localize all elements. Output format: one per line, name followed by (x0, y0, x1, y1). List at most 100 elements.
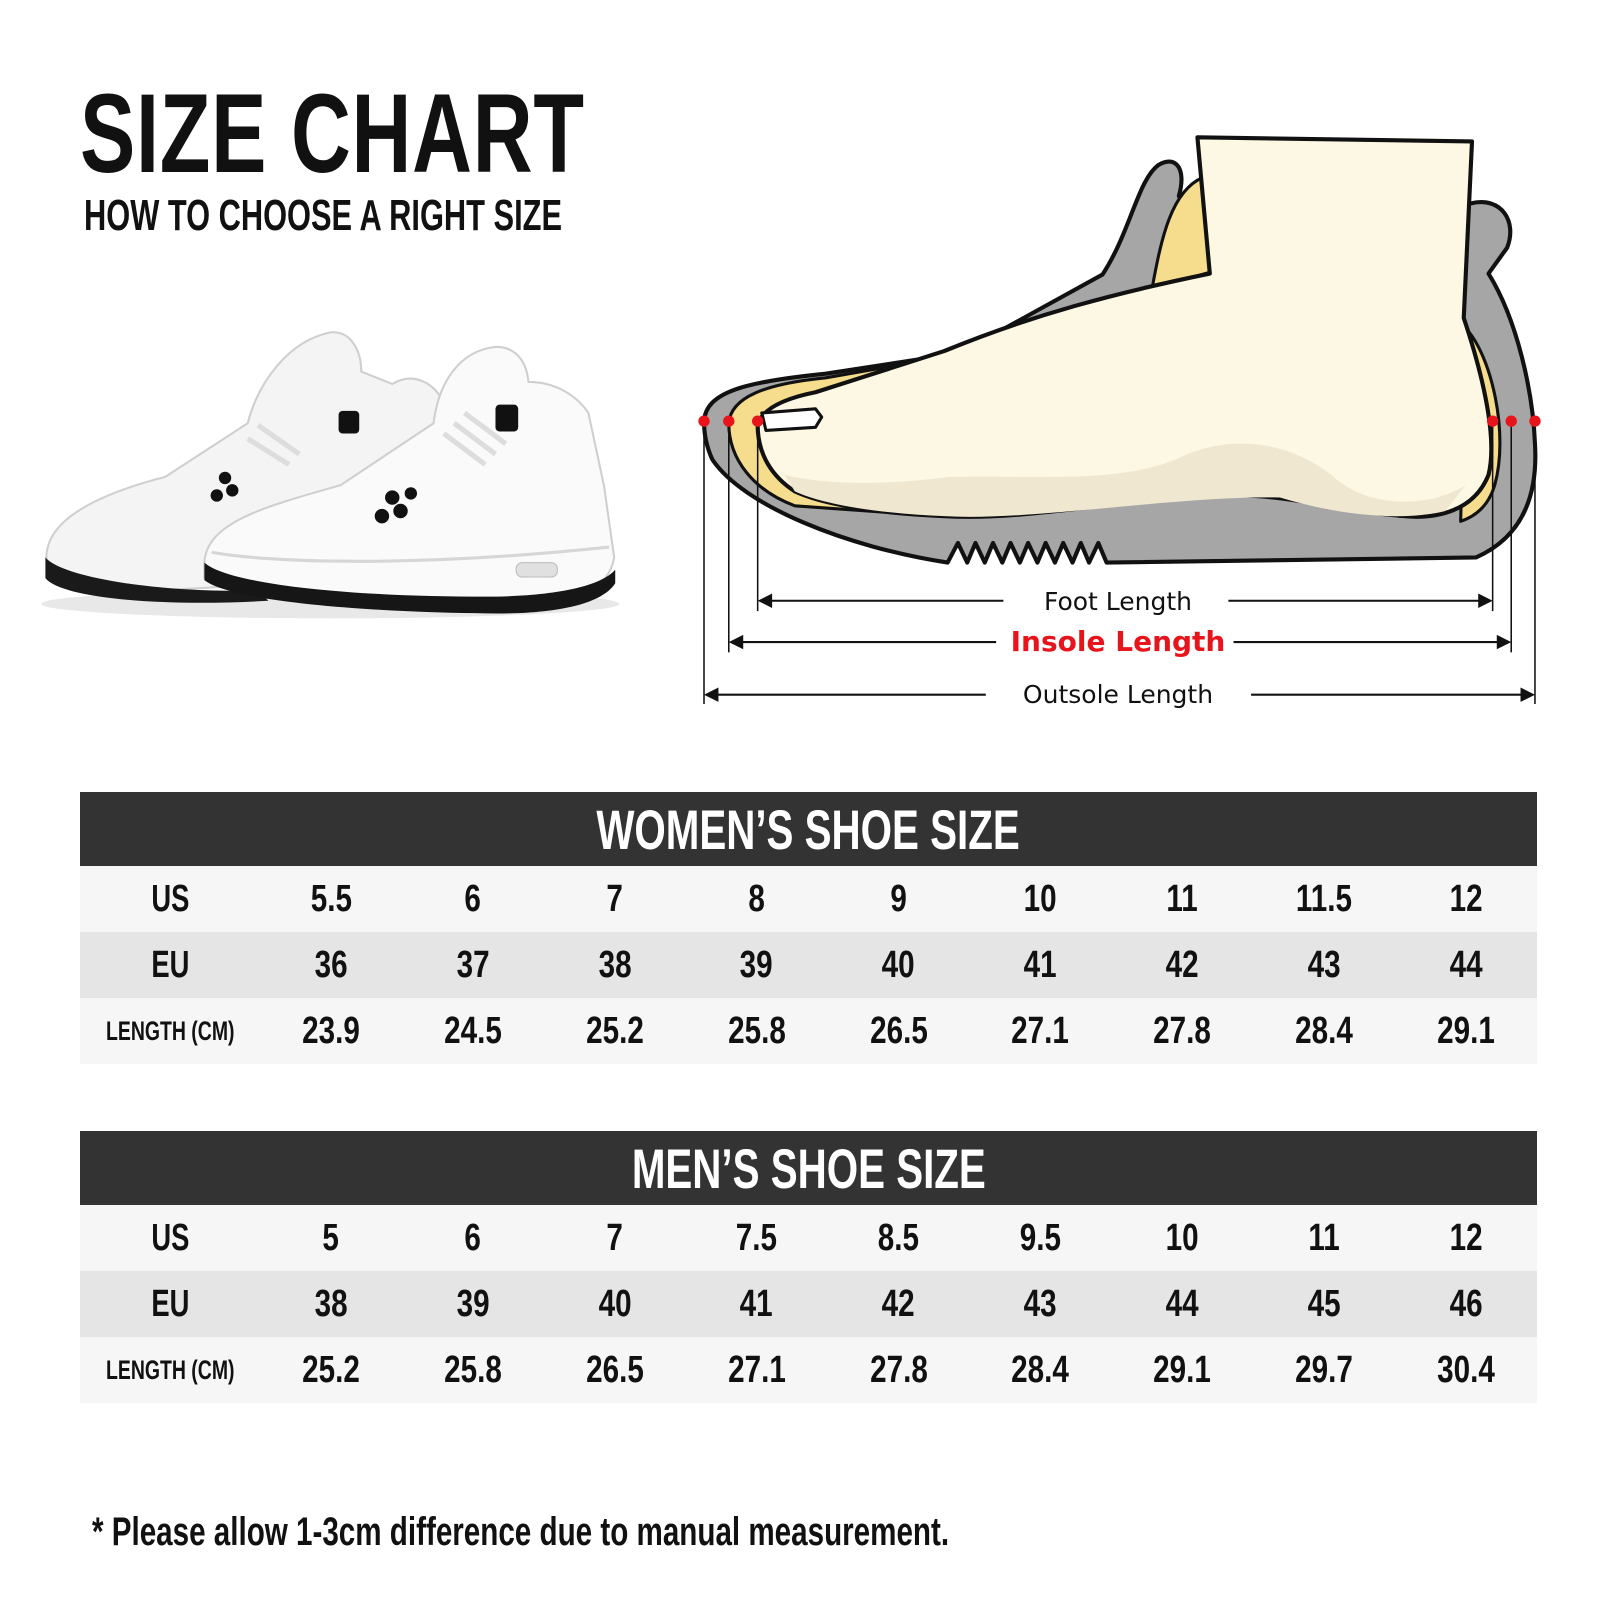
row-label: US (80, 878, 260, 921)
cell-value: 23.9 (302, 1009, 360, 1052)
cell-value: 5.5 (310, 877, 352, 920)
table-cell: 36 (260, 944, 402, 987)
table-cell: 8 (686, 878, 828, 921)
cell-value: 45 (1307, 1282, 1341, 1325)
cell-value: 10 (1023, 877, 1057, 920)
cell-value: 6 (464, 877, 482, 920)
foot-length-label: Foot Length (1043, 587, 1193, 616)
cell-value: 40 (598, 1282, 632, 1325)
cell-value: 41 (1023, 943, 1057, 986)
table-cell: 26.5 (544, 1349, 686, 1392)
table-cell: 12 (1395, 1217, 1537, 1260)
foot-diagram (698, 135, 1541, 704)
sneaker-image (41, 331, 620, 619)
table-cell: 9.5 (969, 1217, 1111, 1260)
table-cell: 44 (1395, 944, 1537, 987)
row-label: EU (80, 1283, 260, 1326)
cell-value: 11.5 (1296, 877, 1353, 920)
table-cell: 37 (402, 944, 544, 987)
table-cell: 44 (1111, 1283, 1253, 1326)
row-label-text: LENGTH (CM) (105, 1354, 235, 1385)
cell-value: 9.5 (1019, 1216, 1062, 1259)
table-row-eu: EU 38 39 40 41 42 43 44 45 46 (80, 1271, 1537, 1337)
table-cell: 23.9 (260, 1010, 402, 1053)
page-title: SIZE CHART (80, 71, 585, 196)
table-cell: 6 (402, 878, 544, 921)
cell-value: 25.8 (443, 1348, 502, 1391)
cell-value: 28.4 (1011, 1348, 1070, 1391)
cell-value: 11 (1308, 1216, 1340, 1259)
table-cell: 12 (1395, 878, 1537, 921)
row-label: EU (80, 944, 260, 987)
row-label: LENGTH (CM) (80, 1016, 260, 1047)
table-cell: 29.7 (1253, 1349, 1395, 1392)
measure-points (698, 415, 1541, 427)
cell-value: 11 (1166, 877, 1198, 920)
table-cell: 42 (828, 1283, 970, 1326)
cell-value: 27.8 (869, 1348, 928, 1391)
cell-value: 8 (748, 877, 765, 920)
cell-value: 10 (1165, 1216, 1199, 1259)
cell-value: 26.5 (869, 1009, 928, 1052)
cell-value: 24.5 (443, 1009, 502, 1052)
cell-value: 29.7 (1295, 1348, 1354, 1391)
table-cell: 29.1 (1111, 1349, 1253, 1392)
table-cell: 7 (544, 1217, 686, 1260)
cell-value: 43 (1307, 943, 1341, 986)
toenail (760, 407, 824, 432)
table-cell: 40 (828, 944, 970, 987)
cell-value: 12 (1449, 1216, 1483, 1259)
table-cell: 39 (402, 1283, 544, 1326)
cell-value: 46 (1449, 1282, 1483, 1325)
table-cell: 41 (686, 1283, 828, 1326)
table-cell: 42 (1111, 944, 1253, 987)
table-cell: 27.1 (969, 1010, 1111, 1053)
table-cell: 25.2 (260, 1349, 402, 1392)
outsole-length-label: Outsole Length (1022, 680, 1214, 709)
cell-value: 9 (890, 877, 907, 920)
row-label: US (80, 1217, 260, 1260)
table-cell: 38 (544, 944, 686, 987)
mens-title-text: MEN’S SHOE SIZE (631, 1136, 986, 1200)
cell-value: 7 (606, 1216, 623, 1259)
table-cell: 39 (686, 944, 828, 987)
cell-value: 39 (456, 1282, 490, 1325)
cell-value: 29.1 (1437, 1009, 1495, 1052)
cell-value: 5 (322, 1216, 340, 1259)
table-cell: 30.4 (1395, 1349, 1537, 1392)
table-cell: 46 (1395, 1283, 1537, 1326)
cell-value: 29.1 (1153, 1348, 1212, 1391)
table-cell: 9 (828, 878, 970, 921)
mens-table-title: MEN’S SHOE SIZE (80, 1131, 1537, 1205)
table-cell: 38 (260, 1283, 402, 1326)
row-label-text: EU (150, 943, 189, 986)
table-cell: 25.8 (686, 1010, 828, 1053)
cell-value: 44 (1449, 943, 1483, 986)
table-cell: 26.5 (828, 1010, 970, 1053)
cell-value: 7 (606, 877, 623, 920)
cell-value: 41 (740, 1282, 774, 1325)
cell-value: 39 (740, 943, 774, 986)
table-cell: 41 (969, 944, 1111, 987)
table-cell: 28.4 (969, 1349, 1111, 1392)
cell-value: 25.2 (302, 1348, 360, 1391)
table-cell: 7 (544, 878, 686, 921)
cell-value: 12 (1449, 877, 1483, 920)
table-cell: 29.1 (1395, 1010, 1537, 1053)
foot-shape (755, 135, 1494, 519)
womens-table-title: WOMEN’S SHOE SIZE (80, 792, 1537, 866)
cell-value: 27.1 (727, 1348, 786, 1391)
table-cell: 40 (544, 1283, 686, 1326)
cell-value: 25.8 (727, 1009, 786, 1052)
page-subtitle: HOW TO CHOOSE A RIGHT SIZE (84, 191, 562, 240)
cell-value: 25.2 (585, 1009, 644, 1052)
cell-value: 44 (1165, 1282, 1199, 1325)
row-label-text: EU (150, 1282, 189, 1325)
table-cell: 6 (402, 1217, 544, 1260)
table-cell: 5.5 (260, 878, 402, 921)
table-row-length: LENGTH (CM) 25.2 25.8 26.5 27.1 27.8 28.4 29.1 2… (80, 1337, 1537, 1403)
cell-value: 7.5 (736, 1216, 778, 1259)
row-label: LENGTH (CM) (80, 1355, 260, 1386)
table-row-length: LENGTH (CM) 23.9 24.5 25.2 25.8 26.5 27.1 27.8 2… (80, 998, 1537, 1064)
table-cell: 11.5 (1253, 878, 1395, 921)
